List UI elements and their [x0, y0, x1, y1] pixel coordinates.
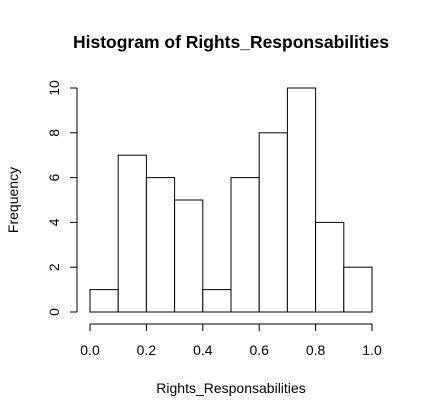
- x-tick-label: 1.0: [362, 342, 382, 358]
- x-axis: 0.0 0.2 0.4 0.6 0.8 1.0: [80, 323, 382, 358]
- x-axis-label: Rights_Responsabilities: [156, 380, 305, 396]
- y-tick-label: 10: [46, 80, 62, 96]
- histogram-bar-5: [230, 177, 260, 313]
- histogram-bar-6: [258, 132, 288, 313]
- histogram-bar-8: [315, 221, 345, 313]
- histogram-bar-9: [343, 266, 373, 313]
- x-tick-label: 0.4: [193, 342, 213, 358]
- x-tick-label: 0.2: [137, 342, 157, 358]
- histogram-bar-1: [117, 154, 147, 313]
- histogram-bar-3: [174, 199, 204, 313]
- y-tick-label: 6: [46, 173, 62, 181]
- x-tick-label: 0.6: [249, 342, 269, 358]
- y-tick-label: 0: [46, 308, 62, 316]
- histogram-bar-7: [286, 87, 317, 313]
- chart-title: Histogram of Rights_Responsabilities: [73, 32, 389, 52]
- histogram-bar-2: [145, 177, 176, 313]
- x-tick-label: 0.0: [80, 342, 100, 358]
- y-axis-label: Frequency: [5, 167, 21, 233]
- y-tick-label: 8: [46, 129, 62, 137]
- histogram-bar-4: [202, 289, 232, 313]
- bars-group: [89, 87, 373, 313]
- x-tick-label: 0.8: [306, 342, 326, 358]
- y-tick-label: 4: [46, 218, 62, 226]
- y-tick-label: 2: [46, 263, 62, 271]
- histogram-bar-0: [89, 289, 119, 313]
- y-axis: 0 2 4 6 8 10: [46, 80, 78, 316]
